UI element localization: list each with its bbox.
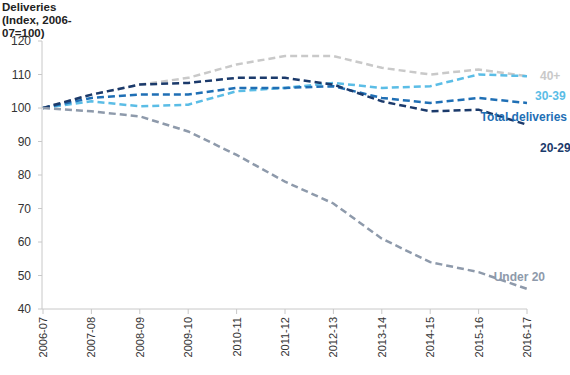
y-tick <box>38 175 42 176</box>
x-tick <box>236 309 237 314</box>
series-label: 30-39 <box>535 89 566 103</box>
series-line <box>43 56 527 108</box>
y-tick-label: 50 <box>18 269 32 283</box>
x-tick <box>381 309 382 314</box>
y-tick <box>38 242 42 243</box>
x-tick <box>43 309 44 314</box>
chart-container: Deliveries(Index, 2006-07=100)4050607080… <box>0 0 570 375</box>
x-tick-label: 2010-11 <box>231 317 243 357</box>
x-tick <box>527 309 528 314</box>
x-tick-label: 2016-17 <box>521 317 533 357</box>
series-label: 20-29 <box>540 141 570 155</box>
x-tick-label: 2009-10 <box>182 317 194 357</box>
series-line <box>43 75 527 109</box>
y-tick <box>38 309 42 310</box>
plot-area <box>43 56 527 289</box>
y-tick-label: 80 <box>18 168 32 182</box>
y-tick <box>38 141 42 142</box>
y-tick-label: 100 <box>11 101 31 115</box>
y-tick <box>38 275 42 276</box>
y-tick-label: 60 <box>18 235 32 249</box>
y-tick <box>38 74 42 75</box>
x-tick <box>478 309 479 314</box>
y-tick <box>38 108 42 109</box>
x-tick-label: 2012-13 <box>327 317 339 357</box>
series-label: Total deliveries <box>481 110 568 124</box>
x-tick-label: 2013-14 <box>376 317 388 357</box>
x-tick-label: 2015-16 <box>473 317 485 357</box>
y-tick-label: 120 <box>11 34 31 48</box>
y-tick-label: 90 <box>18 135 32 149</box>
y-axis-label: Deliveries <box>2 1 56 13</box>
x-tick <box>139 309 140 314</box>
x-tick <box>91 309 92 314</box>
series-line <box>43 108 527 289</box>
x-tick <box>188 309 189 314</box>
y-tick <box>38 41 42 42</box>
x-tick-label: 2006-07 <box>37 317 49 357</box>
x-tick-label: 2008-09 <box>134 317 146 357</box>
y-tick-label: 70 <box>18 202 32 216</box>
y-tick-label: 110 <box>12 68 31 82</box>
y-tick-label: 40 <box>18 302 32 316</box>
x-tick-label: 2007-08 <box>85 317 97 357</box>
x-tick <box>430 309 431 314</box>
series-label: Under 20 <box>494 270 546 284</box>
x-tick-label: 2011-12 <box>279 317 291 357</box>
series-line <box>43 86 527 108</box>
series-line <box>43 78 527 125</box>
y-tick <box>38 208 42 209</box>
chart-svg: Deliveries(Index, 2006-07=100)4050607080… <box>0 0 570 375</box>
y-axis-label: (Index, 2006- <box>2 14 72 26</box>
x-tick <box>285 309 286 314</box>
series-label: 40+ <box>540 69 560 83</box>
x-tick-label: 2014-15 <box>424 317 436 357</box>
x-tick <box>333 309 334 314</box>
